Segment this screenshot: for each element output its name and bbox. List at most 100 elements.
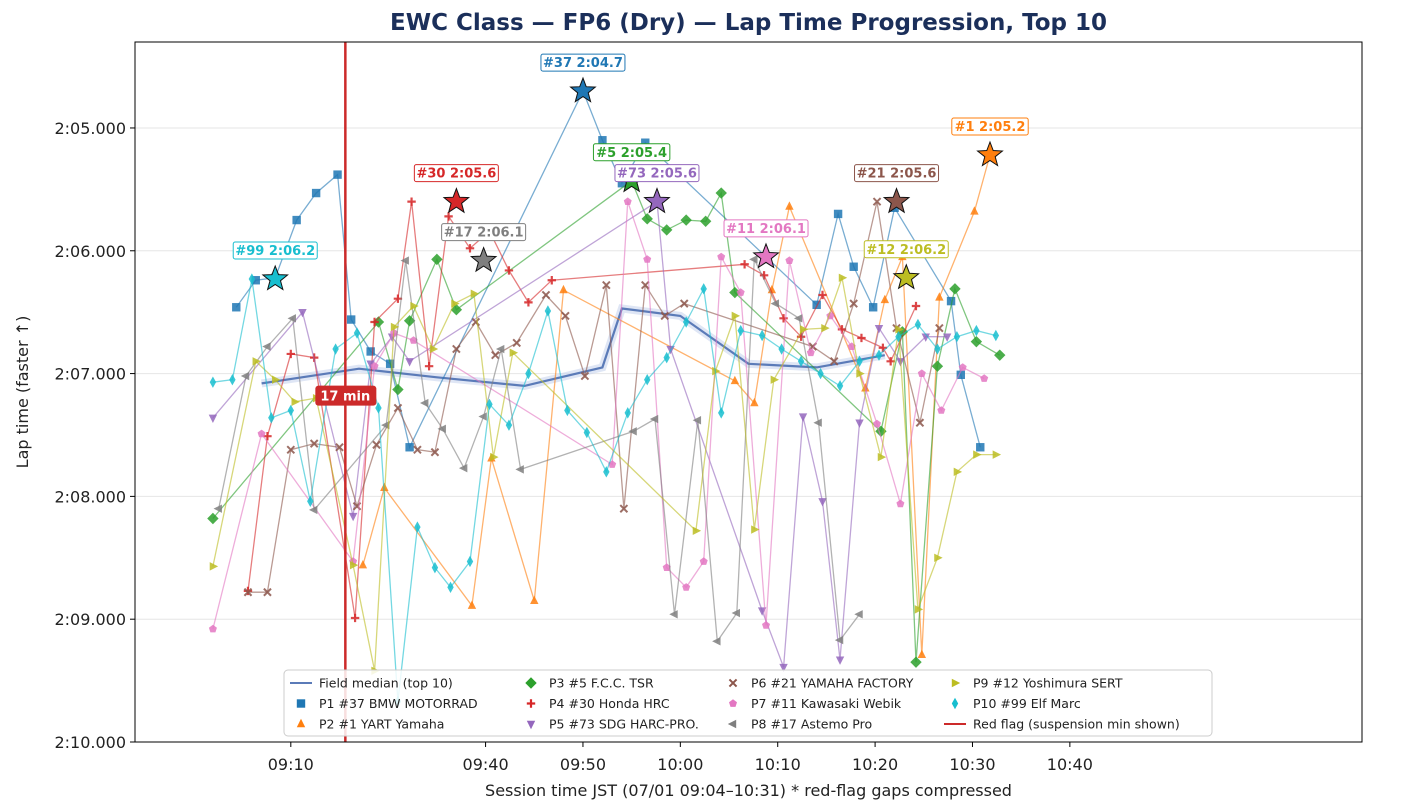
data-point <box>308 505 318 515</box>
data-point <box>370 362 379 370</box>
data-point <box>257 429 266 438</box>
data-point <box>856 369 865 378</box>
data-point <box>934 553 943 562</box>
data-point <box>419 398 429 408</box>
data-point <box>662 563 671 571</box>
data-point <box>821 323 830 333</box>
data-point <box>911 301 921 311</box>
legend-label: P7 #11 Kawasaki Webik <box>751 696 902 711</box>
data-point <box>561 311 570 321</box>
series-line <box>212 179 1001 663</box>
data-point <box>779 663 788 673</box>
data-point <box>490 452 499 462</box>
data-point <box>465 244 475 253</box>
data-point <box>813 418 822 427</box>
data-point <box>680 214 692 226</box>
data-point <box>619 504 629 513</box>
legend-item: P4 #30 Honda HRC <box>526 696 670 711</box>
data-point <box>458 463 468 473</box>
data-point <box>451 299 460 308</box>
data-point <box>400 256 409 265</box>
y-axis-ticks: 2:05.000 2:06.000 2:07.000 2:08.000 2:09.000… <box>54 119 135 752</box>
x-tick-label: 10:20 <box>852 755 898 774</box>
best-lap-1: #37 2:04.7 <box>540 53 626 103</box>
data-point <box>525 367 532 380</box>
best-lap-badge <box>232 241 318 260</box>
data-point <box>818 498 827 507</box>
y-tick-label: 2:05.000 <box>54 119 126 138</box>
data-point <box>937 406 946 414</box>
data-point <box>799 325 809 334</box>
best-lap-star-icon <box>569 76 597 103</box>
legend-swatch <box>951 678 961 688</box>
legend-swatch <box>526 699 536 708</box>
data-point <box>617 179 627 188</box>
data-point <box>512 338 522 348</box>
y-tick-label: 2:08.000 <box>54 487 126 506</box>
data-point <box>413 445 422 454</box>
data-point <box>232 303 241 312</box>
data-point <box>292 215 301 225</box>
best-lap-badge <box>441 223 527 242</box>
best-lap-label: #17 2:06.1 <box>444 226 524 241</box>
best-lap-6: #21 2:05.6 <box>854 164 940 214</box>
data-point <box>921 333 930 342</box>
data-point <box>381 420 390 430</box>
data-point <box>749 255 758 264</box>
data-point <box>956 370 965 380</box>
data-point <box>286 445 296 454</box>
red-flag: 17 min <box>315 42 377 742</box>
data-point <box>641 138 650 147</box>
data-point <box>583 426 591 439</box>
data-point <box>949 283 961 295</box>
data-point <box>263 587 272 597</box>
data-point <box>849 299 858 308</box>
data-point <box>935 292 944 301</box>
data-point <box>430 447 440 457</box>
legend-swatch <box>296 699 306 708</box>
data-point <box>854 610 863 619</box>
data-point <box>470 289 480 298</box>
data-point <box>495 344 505 354</box>
data-point <box>910 656 922 668</box>
data-point <box>366 360 375 369</box>
legend-swatch <box>728 678 738 688</box>
legend-item: P2 #1 YART Yamaha <box>296 717 444 732</box>
data-point <box>946 296 956 306</box>
data-point <box>251 276 260 285</box>
data-point <box>730 375 740 385</box>
data-point <box>931 360 944 372</box>
data-point <box>405 443 414 452</box>
data-point <box>812 300 821 310</box>
data-point <box>640 280 650 290</box>
data-point <box>598 136 607 145</box>
data-point <box>700 283 707 295</box>
best-lap-star-icon <box>752 242 780 269</box>
series-5 <box>208 198 952 673</box>
data-point <box>976 443 985 452</box>
data-point <box>785 256 794 264</box>
data-point <box>370 317 379 327</box>
x-tick-label: 10:00 <box>657 755 703 774</box>
best-lap-badge <box>592 143 671 162</box>
best-lap-4: #30 2:05.6 <box>413 164 499 214</box>
best-lap-7: #11 2:06.1 <box>723 219 809 269</box>
data-point <box>471 317 481 327</box>
data-point <box>603 466 610 478</box>
series-line <box>212 200 948 668</box>
data-point <box>229 374 236 386</box>
series-10 <box>209 273 1000 708</box>
y-tick-label: 2:09.000 <box>54 610 126 629</box>
best-lap-badge <box>951 117 1029 136</box>
data-point <box>298 308 307 318</box>
best-lap-star-icon <box>261 264 289 291</box>
data-point <box>641 213 653 225</box>
data-point <box>649 414 659 424</box>
series-line <box>212 275 996 671</box>
data-point <box>798 413 808 422</box>
plot-frame <box>134 41 1363 743</box>
data-point <box>353 327 361 339</box>
data-point <box>444 212 453 221</box>
best-lap-star-icon <box>882 187 911 214</box>
data-point <box>207 512 219 525</box>
